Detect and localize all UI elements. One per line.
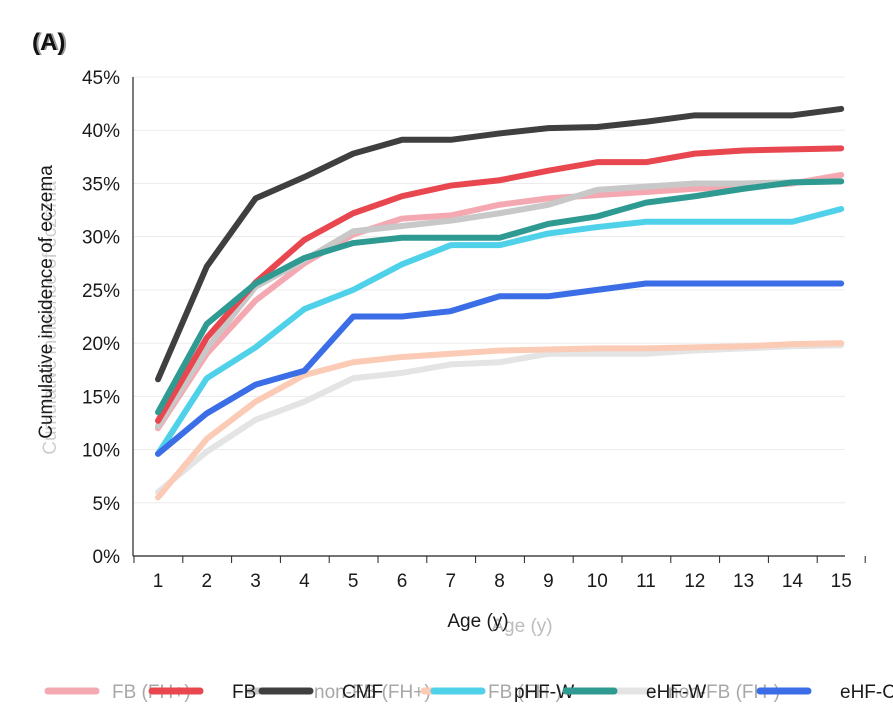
legend-label-phf-w: pHF-W bbox=[514, 682, 574, 703]
legend-label-ehf-c: eHF-C bbox=[840, 682, 893, 703]
y-tick-label: 10% bbox=[82, 441, 120, 462]
series-line-cmf bbox=[155, 105, 845, 383]
y-axis-label: Cumulative incidence of eczema bbox=[36, 165, 57, 439]
series-line-fb-fh bbox=[155, 171, 845, 432]
x-tick-label: 8 bbox=[494, 571, 505, 592]
y-tick-labels: 0% 5% 10% 15% 20% 25% 30% 35% 40% 45% bbox=[82, 68, 120, 568]
series-line-phf-w bbox=[155, 205, 845, 457]
legend-label-cmf: CMF bbox=[342, 682, 383, 703]
series-line-ehf-c bbox=[155, 280, 845, 457]
x-tick-label: 12 bbox=[684, 571, 705, 592]
x-tick-label: 6 bbox=[397, 571, 408, 592]
series-line-ehf-w bbox=[155, 178, 845, 416]
x-tick-label: 14 bbox=[782, 571, 804, 592]
x-tick-label: 7 bbox=[446, 571, 457, 592]
panel-label: (A) bbox=[32, 29, 65, 56]
series-line-fb-fh bbox=[155, 340, 845, 501]
series-line-non-fb-fh bbox=[155, 178, 845, 430]
y-tick-label: 20% bbox=[82, 334, 120, 355]
axes bbox=[132, 77, 866, 563]
y-tick-label: 25% bbox=[82, 281, 120, 302]
legend-label-non-fb-fh: non-FB (FH-) bbox=[668, 682, 780, 703]
y-tick-label: 30% bbox=[82, 228, 120, 249]
x-tick-label: 4 bbox=[299, 571, 310, 592]
series-line-fb bbox=[155, 145, 845, 424]
y-tick-label: 45% bbox=[82, 68, 120, 89]
x-tick-labels: 1 2 3 4 5 6 7 8 9 10 11 12 13 14 15 bbox=[153, 571, 852, 592]
x-tick-label: 1 bbox=[153, 571, 164, 592]
y-tick-label: 15% bbox=[82, 387, 120, 408]
x-axis-label-ghost: Age (y) bbox=[491, 616, 552, 637]
legend-label-ehf-w: eHF-W bbox=[646, 682, 706, 703]
legend: FB (FH+)non-FB (FH+)FB (FH-)non-FB (FH-)… bbox=[44, 682, 893, 703]
y-tick-label: 0% bbox=[93, 547, 121, 568]
legend-label-fb-fh: FB (FH-) bbox=[488, 682, 562, 703]
x-tick-label: 11 bbox=[636, 571, 656, 592]
panel-label-ghost: (A) bbox=[34, 29, 67, 56]
x-tick-label: 10 bbox=[587, 571, 608, 592]
x-tick-label: 3 bbox=[250, 571, 261, 592]
x-tick-label: 13 bbox=[733, 571, 754, 592]
x-axis-label: Age (y) bbox=[447, 611, 508, 632]
x-tick-label: 5 bbox=[348, 571, 359, 592]
y-tick-label: 5% bbox=[93, 494, 121, 515]
grid-lines bbox=[133, 76, 845, 504]
y-tick-label: 35% bbox=[82, 174, 120, 195]
y-axis-label-ghost: Cumulative incidence of eczema bbox=[40, 181, 61, 455]
series-line-non-fb-fh bbox=[155, 342, 845, 496]
y-tick-label: 40% bbox=[82, 121, 120, 142]
x-tick-label: 9 bbox=[543, 571, 554, 592]
legend-label-non-fb-fh: non-FB (FH+) bbox=[314, 682, 431, 703]
x-tick-label: 15 bbox=[831, 571, 852, 592]
series-lines bbox=[155, 105, 845, 501]
legend-label-fb: FB bbox=[232, 682, 256, 703]
x-tick-label: 2 bbox=[202, 571, 213, 592]
